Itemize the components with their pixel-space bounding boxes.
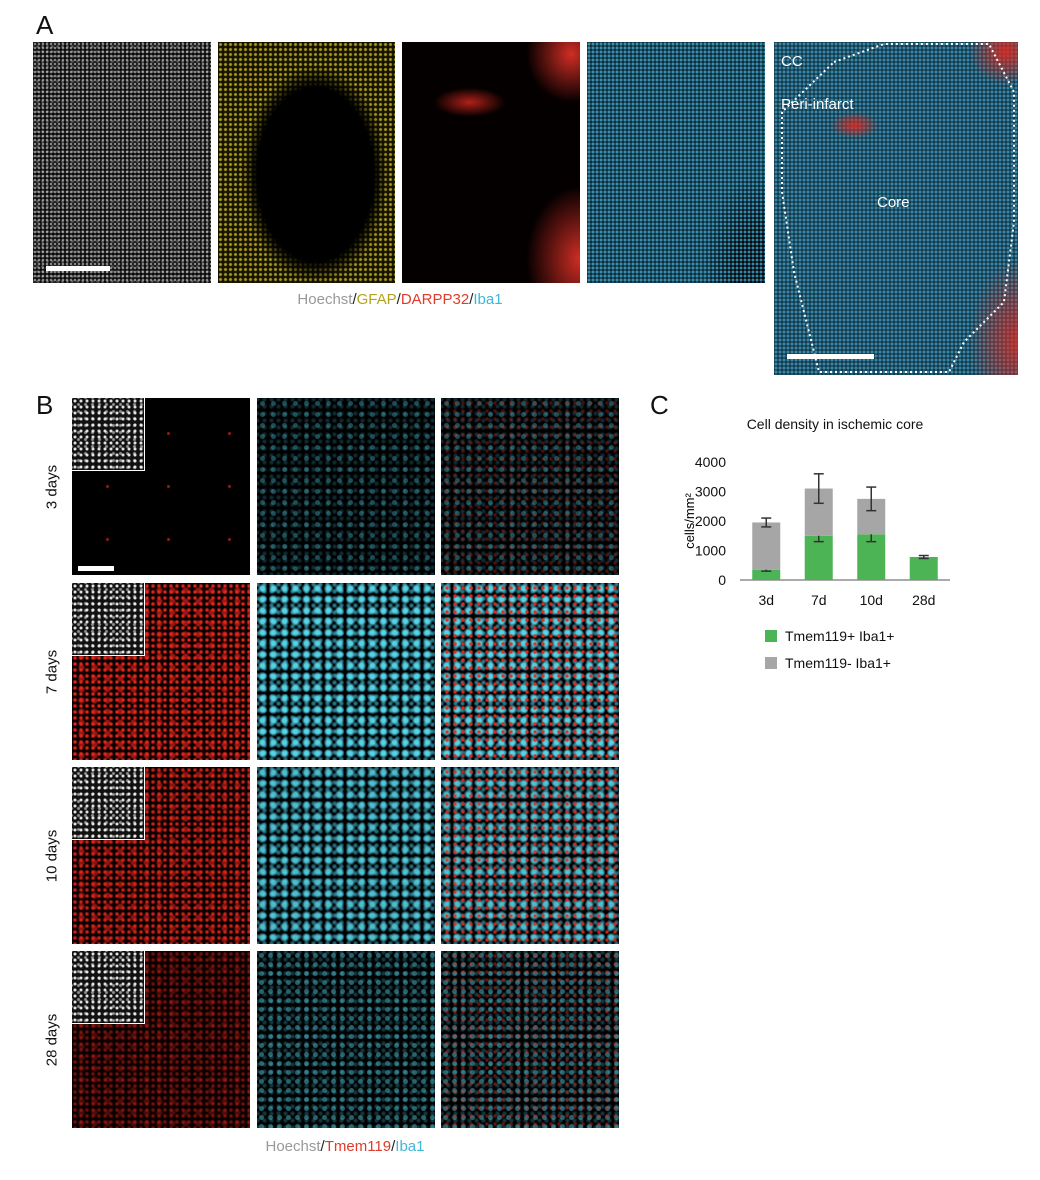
caption-part: / bbox=[391, 1138, 396, 1155]
micrograph bbox=[257, 583, 435, 760]
error-bar bbox=[761, 517, 772, 528]
bar-segment bbox=[804, 535, 833, 580]
y-tick-label: 1000 bbox=[695, 543, 726, 559]
bar-segment bbox=[752, 569, 781, 580]
micrograph bbox=[441, 398, 619, 575]
annotation: CC bbox=[781, 53, 803, 70]
legend-swatch bbox=[765, 630, 777, 642]
caption-part: DARPP32 bbox=[400, 291, 470, 308]
caption-part: Hoechst bbox=[265, 1138, 321, 1155]
caption: Hoechst/Tmem119/Iba1 bbox=[266, 1138, 425, 1155]
inset bbox=[72, 398, 145, 471]
caption-part: GFAP bbox=[356, 291, 397, 308]
annotation: Peri-infarct bbox=[781, 96, 854, 113]
panel-label: A bbox=[36, 10, 54, 40]
micrograph bbox=[774, 42, 1018, 375]
caption-part: Iba1 bbox=[395, 1138, 425, 1155]
caption-part: Hoechst bbox=[297, 291, 353, 308]
bar-segment bbox=[752, 522, 781, 570]
x-tick-label: 28d bbox=[912, 592, 935, 608]
infarct-outline bbox=[781, 43, 1015, 373]
caption-part: / bbox=[469, 291, 474, 308]
legend-label: Tmem119+ Iba1+ bbox=[785, 628, 894, 644]
micrograph bbox=[72, 951, 250, 1128]
row-label: 7 days bbox=[43, 649, 61, 694]
error-bar bbox=[813, 473, 824, 505]
y-tick-label: 3000 bbox=[695, 484, 726, 500]
x-tick-label: 3d bbox=[758, 592, 774, 608]
micrograph bbox=[72, 398, 250, 575]
annotation: Core bbox=[877, 194, 910, 211]
legend-label: Tmem119- Iba1+ bbox=[785, 655, 891, 671]
caption-part: / bbox=[352, 291, 357, 308]
micrograph bbox=[257, 767, 435, 944]
bar-segment bbox=[909, 556, 938, 580]
caption-part: Tmem119 bbox=[324, 1138, 392, 1155]
micrograph bbox=[402, 42, 580, 283]
outline bbox=[781, 43, 1015, 373]
caption: Hoechst/GFAP/DARPP32/Iba1 bbox=[297, 291, 502, 308]
micrograph bbox=[441, 767, 619, 944]
micrograph bbox=[257, 951, 435, 1128]
y-tick-label: 4000 bbox=[695, 454, 726, 470]
panel-label: B bbox=[36, 390, 54, 420]
micrograph bbox=[587, 42, 765, 283]
y-tick-label: 2000 bbox=[695, 513, 726, 529]
caption-part: / bbox=[320, 1138, 325, 1155]
scale-bar bbox=[787, 354, 874, 359]
micrograph bbox=[441, 951, 619, 1128]
caption-part: Iba1 bbox=[473, 291, 503, 308]
micrograph bbox=[441, 583, 619, 760]
x-tick-label: 10d bbox=[860, 592, 883, 608]
micrograph bbox=[218, 42, 395, 283]
error-bar bbox=[866, 486, 877, 512]
row-label: 28 days bbox=[43, 1013, 61, 1066]
scale-bar bbox=[46, 266, 110, 271]
x-tick-label: 7d bbox=[811, 592, 827, 608]
micrograph bbox=[33, 42, 211, 283]
inset bbox=[72, 767, 145, 840]
row-label: 3 days bbox=[43, 464, 61, 509]
y-axis-label: cells/mm² bbox=[682, 493, 697, 549]
row-label: 10 days bbox=[43, 829, 61, 882]
y-tick-label: 0 bbox=[718, 572, 726, 588]
chart: Cell density in ischemic core cells/mm² 0 1… bbox=[682, 416, 950, 671]
inset bbox=[72, 583, 145, 656]
legend-swatch bbox=[765, 657, 777, 669]
chart-title: Cell density in ischemic core bbox=[747, 416, 924, 432]
error-bar bbox=[918, 554, 929, 560]
scale-bar bbox=[78, 566, 114, 571]
micrograph bbox=[257, 398, 435, 575]
inset bbox=[72, 951, 145, 1024]
caption-part: / bbox=[396, 291, 401, 308]
panel-label: C bbox=[650, 390, 669, 420]
